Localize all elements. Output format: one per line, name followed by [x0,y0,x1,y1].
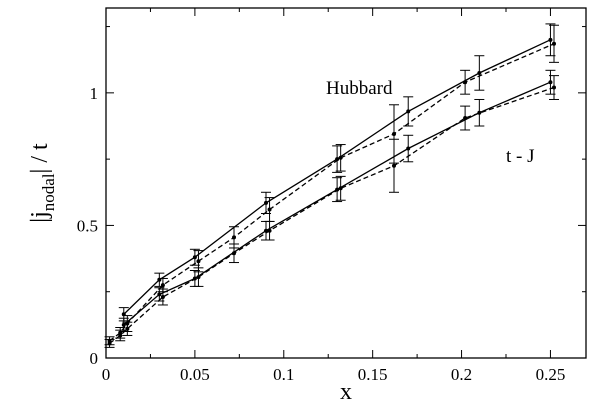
data-point [406,146,411,151]
series-line [123,39,551,315]
series-line [123,81,551,326]
data-point [463,116,468,121]
data-point [552,41,556,46]
y-axis-title: |jnodal| / t [27,143,58,223]
data-point [264,200,268,205]
y-tick-label: 1 [90,84,99,103]
data-point [552,85,556,90]
y-tick-label: 0 [90,349,99,368]
data-point [477,70,482,75]
y-axis-title-subscript: nodal [39,173,58,211]
y-tick-label: 0.5 [77,216,98,235]
x-tick-label: 0.25 [536,365,566,384]
data-point [548,80,553,85]
data-point [392,131,396,136]
data-point [267,207,272,212]
data-point [107,341,112,346]
data-point [338,155,343,160]
x-axis-title: x [340,379,352,403]
data-point [406,109,411,114]
x-tick-label: 0 [102,365,111,384]
plot-frame [105,7,587,359]
data-point [392,163,396,168]
series-1 [104,24,559,346]
x-tick-label: 0.15 [358,365,388,384]
x-tick-label: 0.05 [180,365,210,384]
series-3 [104,75,559,348]
series-0 [118,23,556,322]
data-point [232,235,236,240]
data-point [463,80,468,85]
data-point [157,292,162,297]
data-point [548,37,553,42]
x-tick-label: 0.1 [273,365,294,384]
y-axis-title-main: |j [27,211,53,222]
data-point [160,295,165,300]
data-point [196,275,201,280]
data-point [192,255,197,260]
annotation-tj: t - J [506,146,535,167]
data-point [118,333,123,338]
data-point [196,259,201,264]
series-line [109,86,555,344]
series-layer [104,23,559,348]
data-point [267,228,272,233]
annotation-hubbard: Hubbard [326,78,393,99]
data-point [232,251,236,256]
y-axis-title-tail: | / t [27,143,53,173]
data-point [160,283,165,288]
data-point [121,322,126,327]
x-tick-label: 0.2 [451,365,472,384]
ticks: 0 0.05 0.1 0.15 0.2 0.25 0 0.5 1 [77,8,586,384]
data-point [338,186,343,191]
data-point [125,326,130,331]
